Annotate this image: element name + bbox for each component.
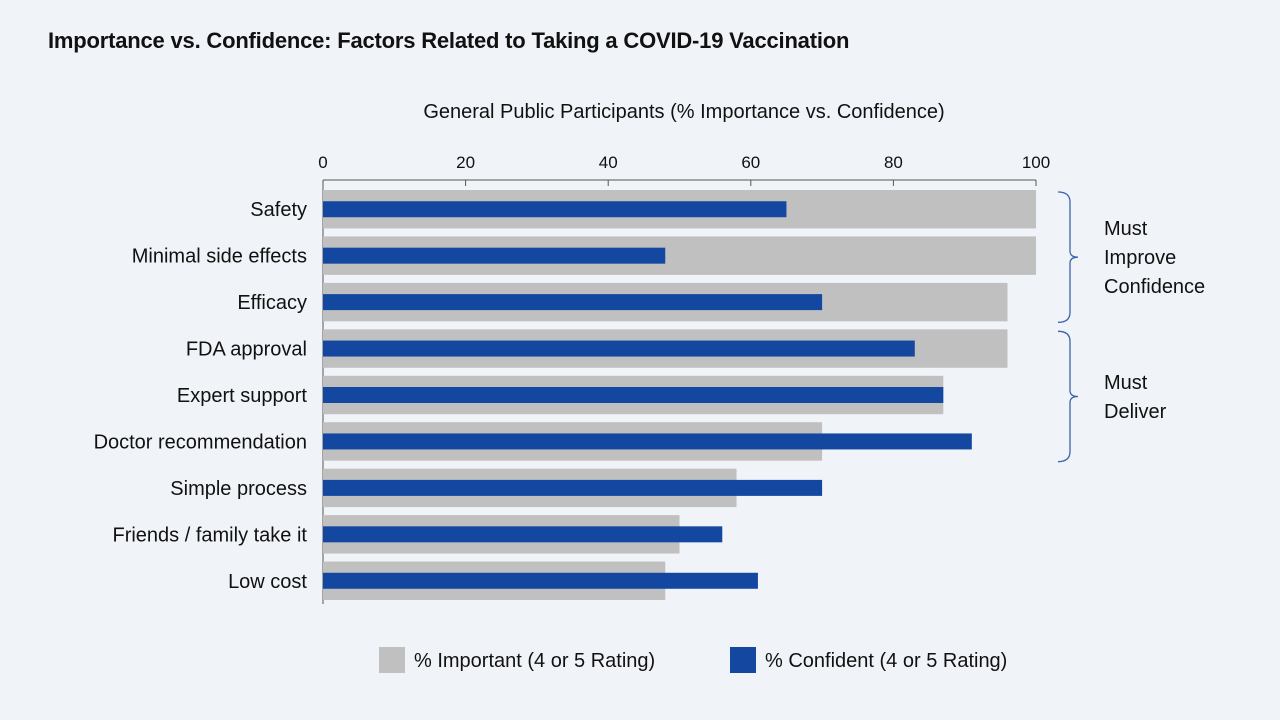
category-labels: Safety Minimal side effects Efficacy FDA ap…	[94, 199, 308, 593]
bar-confident	[323, 294, 823, 311]
chart-title: Importance vs. Confidence: Factors Relat…	[48, 28, 850, 53]
group-label: Confidence	[1104, 276, 1205, 298]
tick-label: 60	[741, 153, 760, 172]
tick-label: 100	[1022, 153, 1050, 172]
group-bracket	[1057, 330, 1079, 463]
tick-label: 40	[599, 153, 618, 172]
legend-swatch	[379, 647, 405, 673]
group-bracket	[1057, 191, 1079, 323]
bar-confident	[323, 479, 823, 496]
legend-label: % Confident (4 or 5 Rating)	[765, 650, 1007, 672]
category-label: Safety	[250, 199, 307, 221]
bar-confident	[323, 247, 666, 264]
group-label: Improve	[1104, 247, 1176, 269]
bar-confident	[323, 201, 787, 218]
bars	[323, 190, 1036, 600]
tick-label: 0	[318, 153, 327, 172]
category-label: Low cost	[228, 571, 307, 593]
axis-title: General Public Participants (% Importanc…	[423, 101, 944, 123]
group-brackets: Must Improve Confidence Must Deliver	[1057, 191, 1205, 463]
bar-confident	[323, 433, 972, 450]
tick-label: 80	[884, 153, 903, 172]
legend: % Important (4 or 5 Rating) % Confident (…	[379, 647, 1007, 673]
category-label: FDA approval	[186, 339, 307, 361]
bar-confident	[323, 340, 915, 357]
legend-label: % Important (4 or 5 Rating)	[414, 650, 655, 672]
category-label: Minimal side effects	[132, 246, 307, 268]
bar-confident	[323, 526, 723, 543]
category-label: Friends / family take it	[112, 524, 307, 546]
group-label: Must	[1104, 218, 1148, 240]
group-label: Deliver	[1104, 401, 1167, 423]
group-label: Must	[1104, 372, 1148, 394]
bar-confident	[323, 572, 758, 589]
category-label: Simple process	[170, 478, 307, 500]
bar-confident	[323, 387, 944, 403]
legend-swatch	[730, 647, 756, 673]
tick-label: 20	[456, 153, 475, 172]
category-label: Expert support	[177, 385, 308, 407]
category-label: Doctor recommendation	[94, 431, 307, 453]
category-label: Efficacy	[237, 292, 307, 314]
